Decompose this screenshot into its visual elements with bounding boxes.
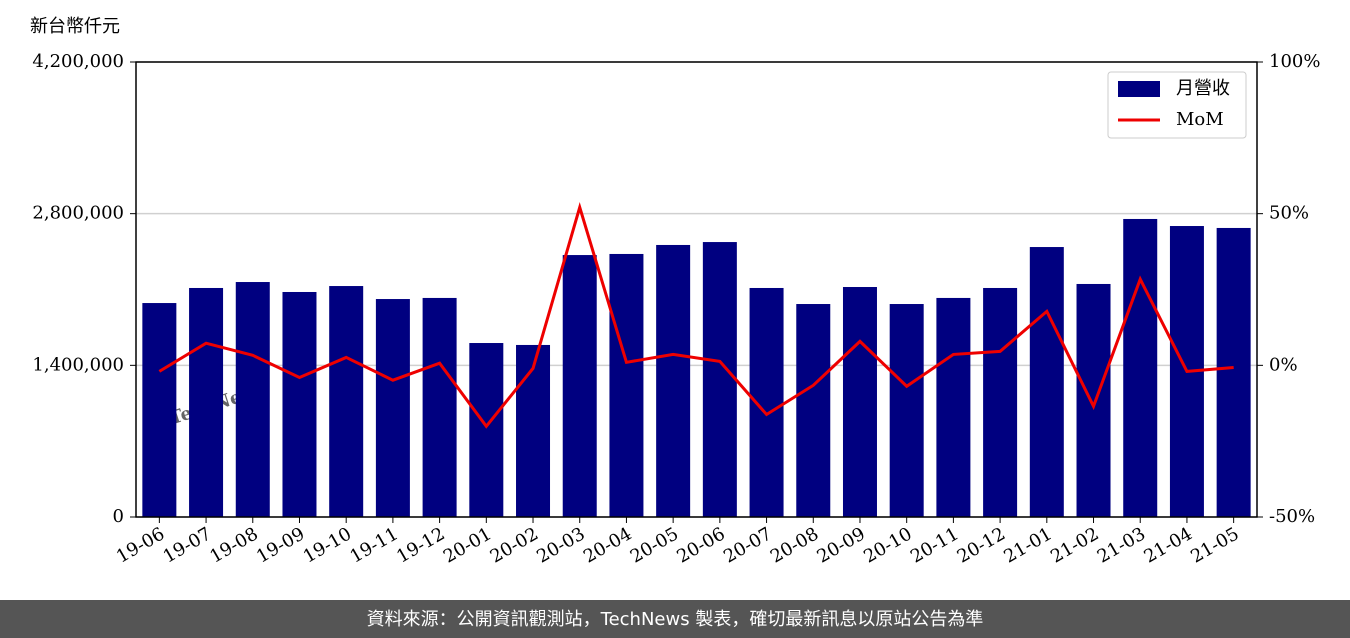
- legend-label: MoM: [1176, 109, 1224, 130]
- x-tick-label: 21-03: [1094, 523, 1149, 567]
- x-tick-label: 20-12: [954, 523, 1009, 567]
- y2-tick-label: 50%: [1269, 203, 1309, 224]
- bar: [562, 255, 597, 518]
- bar: [702, 242, 737, 518]
- bar: [235, 282, 270, 517]
- y-tick-label: 2,800,000: [32, 203, 124, 224]
- bar: [375, 299, 410, 517]
- x-tick-label: 20-11: [907, 523, 962, 567]
- y-tick-label: 4,200,000: [32, 51, 124, 72]
- y2-tick-label: -50%: [1269, 506, 1315, 527]
- bar: [936, 297, 971, 517]
- x-tick-label: 21-05: [1187, 523, 1242, 567]
- bar: [1029, 247, 1064, 518]
- x-tick-label: 19-09: [253, 523, 308, 567]
- x-tick-label: 21-04: [1140, 523, 1195, 567]
- x-tick-label: 20-06: [673, 523, 728, 567]
- x-tick-label: 20-02: [487, 523, 542, 567]
- x-tick-label: 19-06: [113, 523, 168, 567]
- bar: [1216, 227, 1251, 517]
- x-tick-label: 19-08: [206, 523, 261, 567]
- x-tick-label: 21-01: [1000, 523, 1055, 567]
- x-tick-label: 19-10: [300, 523, 355, 567]
- bar: [983, 287, 1018, 517]
- x-tick-label: 20-09: [814, 523, 869, 567]
- bar: [889, 304, 924, 517]
- bar: [142, 303, 177, 517]
- plot-frame: [135, 61, 1258, 518]
- bar: [1123, 218, 1158, 517]
- legend: 月營收 MoM: [1107, 71, 1247, 139]
- x-tick-label: 20-03: [533, 523, 588, 567]
- legend-label: 月營收: [1176, 78, 1230, 99]
- x-tick-label: 20-04: [580, 523, 635, 567]
- x-tick-label: 20-10: [860, 523, 915, 567]
- x-tick-label: 20-01: [440, 523, 495, 567]
- y-tick-label: 0: [113, 506, 124, 527]
- bar: [516, 344, 551, 517]
- bar: [469, 343, 504, 517]
- x-tick-label: 20-05: [627, 523, 682, 567]
- bar: [189, 287, 224, 517]
- bar: [796, 304, 831, 517]
- x-tick-label: 20-07: [720, 523, 775, 567]
- bar: [329, 286, 364, 517]
- line: [158, 202, 1234, 429]
- footer-text: 資料來源：公開資訊觀測站，TechNews 製表，確切最新訊息以原站公告為準: [367, 609, 984, 630]
- footer-bar: [0, 600, 1350, 638]
- x-tick-label: 19-11: [346, 523, 401, 567]
- x-tick-label: 21-02: [1047, 523, 1102, 567]
- y2-tick-label: 100%: [1269, 51, 1320, 72]
- legend-swatch: [1118, 81, 1160, 97]
- y-axis-label: 新台幣仟元: [30, 16, 120, 37]
- bar: [609, 253, 644, 517]
- bar: [422, 297, 457, 517]
- x-tick-label: 19-07: [160, 523, 215, 567]
- bar: [282, 291, 317, 517]
- y-tick-label: 1,400,000: [32, 354, 124, 375]
- x-tick-label: 20-08: [767, 523, 822, 567]
- bar: [842, 287, 877, 517]
- y2-tick-label: 0%: [1269, 354, 1298, 375]
- bar: [1076, 283, 1111, 517]
- x-tick-label: 19-12: [393, 523, 448, 567]
- bar: [656, 244, 691, 517]
